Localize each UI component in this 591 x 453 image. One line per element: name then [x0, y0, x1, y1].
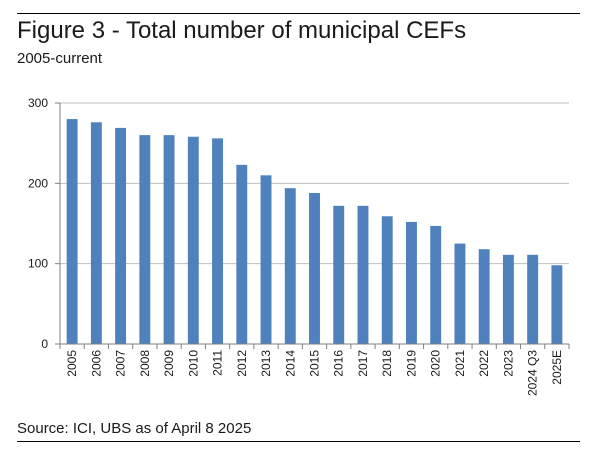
x-tick-label: 2007 — [114, 350, 128, 377]
chart-subtitle: 2005-current — [17, 50, 103, 67]
bar-2020 — [430, 225, 442, 344]
x-tick-label: 2012 — [235, 350, 249, 377]
axes — [55, 102, 570, 349]
x-tick-label: 2015 — [308, 350, 322, 377]
bar-2015 — [309, 192, 320, 344]
bar-2019 — [406, 221, 417, 344]
bars — [66, 119, 563, 345]
x-tick-label: 2013 — [259, 350, 273, 377]
x-tick-label: 2019 — [404, 350, 418, 377]
y-tick-label: 100 — [28, 257, 48, 271]
source-note: Source: ICI, UBS as of April 8 2025 — [17, 420, 252, 437]
y-tick-label: 0 — [41, 337, 48, 351]
x-tick-label: 2008 — [138, 350, 152, 377]
bar-2014 — [284, 188, 296, 344]
x-tick-label: 2018 — [380, 350, 394, 377]
x-tick-label: 2024 Q3 — [526, 350, 540, 396]
x-tick-label: 2022 — [477, 350, 491, 377]
x-tick-label: 2005 — [65, 350, 79, 377]
x-tick-label: 2021 — [453, 350, 467, 377]
x-tick-label: 2016 — [332, 350, 346, 377]
top-rule — [17, 13, 580, 14]
bar-2006 — [90, 122, 102, 344]
bar-2023 — [502, 254, 514, 344]
x-tick-label: 2010 — [186, 350, 200, 377]
bar-2010 — [187, 136, 199, 344]
x-tick-label: 2017 — [356, 350, 370, 377]
x-tick-label: 2011 — [211, 350, 225, 376]
bar-2007 — [115, 127, 127, 345]
x-tick-label: 2025E — [550, 350, 564, 385]
bar-2022 — [478, 249, 490, 344]
bar-2021 — [454, 243, 466, 344]
x-tick-labels: 2005 2006 2007 2008 2009 2010 2011 2012 2013 2014… — [65, 350, 564, 396]
bar-2025e — [551, 265, 563, 344]
bottom-rule — [17, 441, 580, 442]
bar-2016 — [333, 205, 345, 344]
bar-2005 — [66, 119, 78, 344]
x-tick-label: 2009 — [162, 350, 176, 377]
bar-2024-q3 — [527, 254, 539, 344]
bar-2009 — [163, 135, 175, 344]
bar-2012 — [236, 164, 248, 344]
x-tick-label: 2023 — [501, 350, 515, 377]
bar-2018 — [381, 216, 393, 344]
bar-2013 — [260, 175, 272, 344]
x-tick-label: 2014 — [283, 350, 297, 377]
x-tick-label: 2006 — [89, 350, 103, 377]
bar-2011 — [212, 138, 223, 344]
bar-2017 — [357, 205, 369, 344]
x-tick-label: 2020 — [429, 350, 443, 377]
y-tick-label: 300 — [28, 96, 48, 110]
bar-2008 — [139, 135, 151, 344]
chart-title: Figure 3 - Total number of municipal CEF… — [17, 17, 467, 44]
y-tick-label: 200 — [28, 176, 48, 190]
y-tick-labels: 0 100 200 300 — [28, 96, 48, 351]
